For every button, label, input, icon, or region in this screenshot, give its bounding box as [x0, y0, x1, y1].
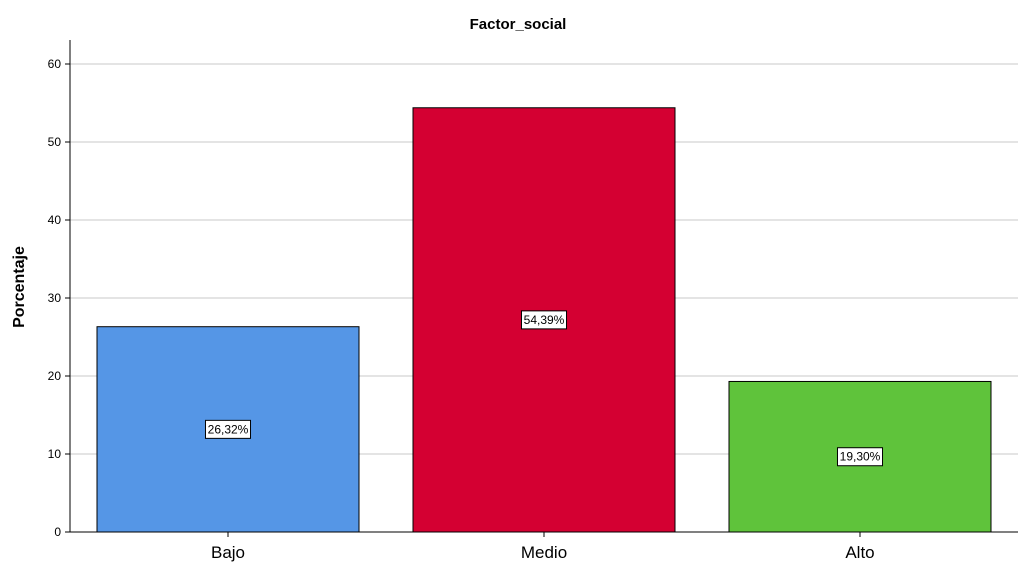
x-tick-label-alto: Alto	[845, 543, 874, 562]
data-label-text: 54,39%	[524, 313, 565, 327]
chart-title: Factor_social	[470, 16, 567, 33]
data-label-text: 26,32%	[208, 422, 249, 436]
y-axis-label: Porcentaje	[11, 246, 28, 328]
axes	[69, 40, 1018, 533]
bars: 26,32% 54,39% 19,30%	[96, 107, 992, 533]
x-tick-label-medio: Medio	[521, 543, 567, 562]
data-label-text: 19,30%	[840, 450, 881, 464]
y-tick-label: 30	[48, 291, 62, 305]
y-tick-label: 60	[48, 57, 62, 71]
x-axis-ticks: Bajo Medio Alto	[211, 532, 875, 562]
data-label-medio: 54,39%	[520, 310, 568, 330]
data-label-bajo: 26,32%	[204, 419, 252, 439]
y-tick-label: 20	[48, 369, 62, 383]
y-tick-label: 10	[48, 447, 62, 461]
y-axis-ticks: 0 10 20 30 40 50 60	[48, 57, 70, 539]
y-tick-label: 40	[48, 213, 62, 227]
y-tick-label: 0	[54, 525, 61, 539]
y-tick-label: 50	[48, 135, 62, 149]
x-tick-label-bajo: Bajo	[211, 543, 245, 562]
data-label-box	[836, 447, 884, 467]
data-label-alto: 19,30%	[836, 447, 884, 467]
data-label-box	[204, 419, 252, 439]
data-label-box	[520, 310, 568, 330]
